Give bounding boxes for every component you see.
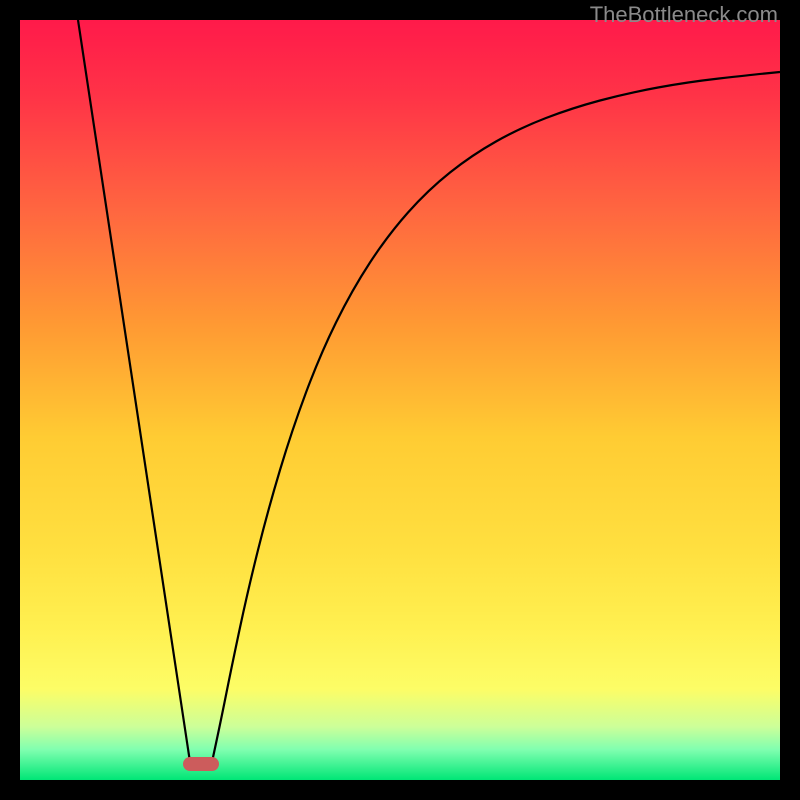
watermark-text: TheBottleneck.com [590, 2, 778, 28]
plot-area [20, 20, 780, 780]
bottleneck-curve [20, 20, 780, 780]
optimal-marker [183, 757, 219, 771]
curve-left-segment [78, 20, 190, 762]
chart-container: TheBottleneck.com [0, 0, 800, 800]
curve-right-segment [212, 72, 780, 762]
